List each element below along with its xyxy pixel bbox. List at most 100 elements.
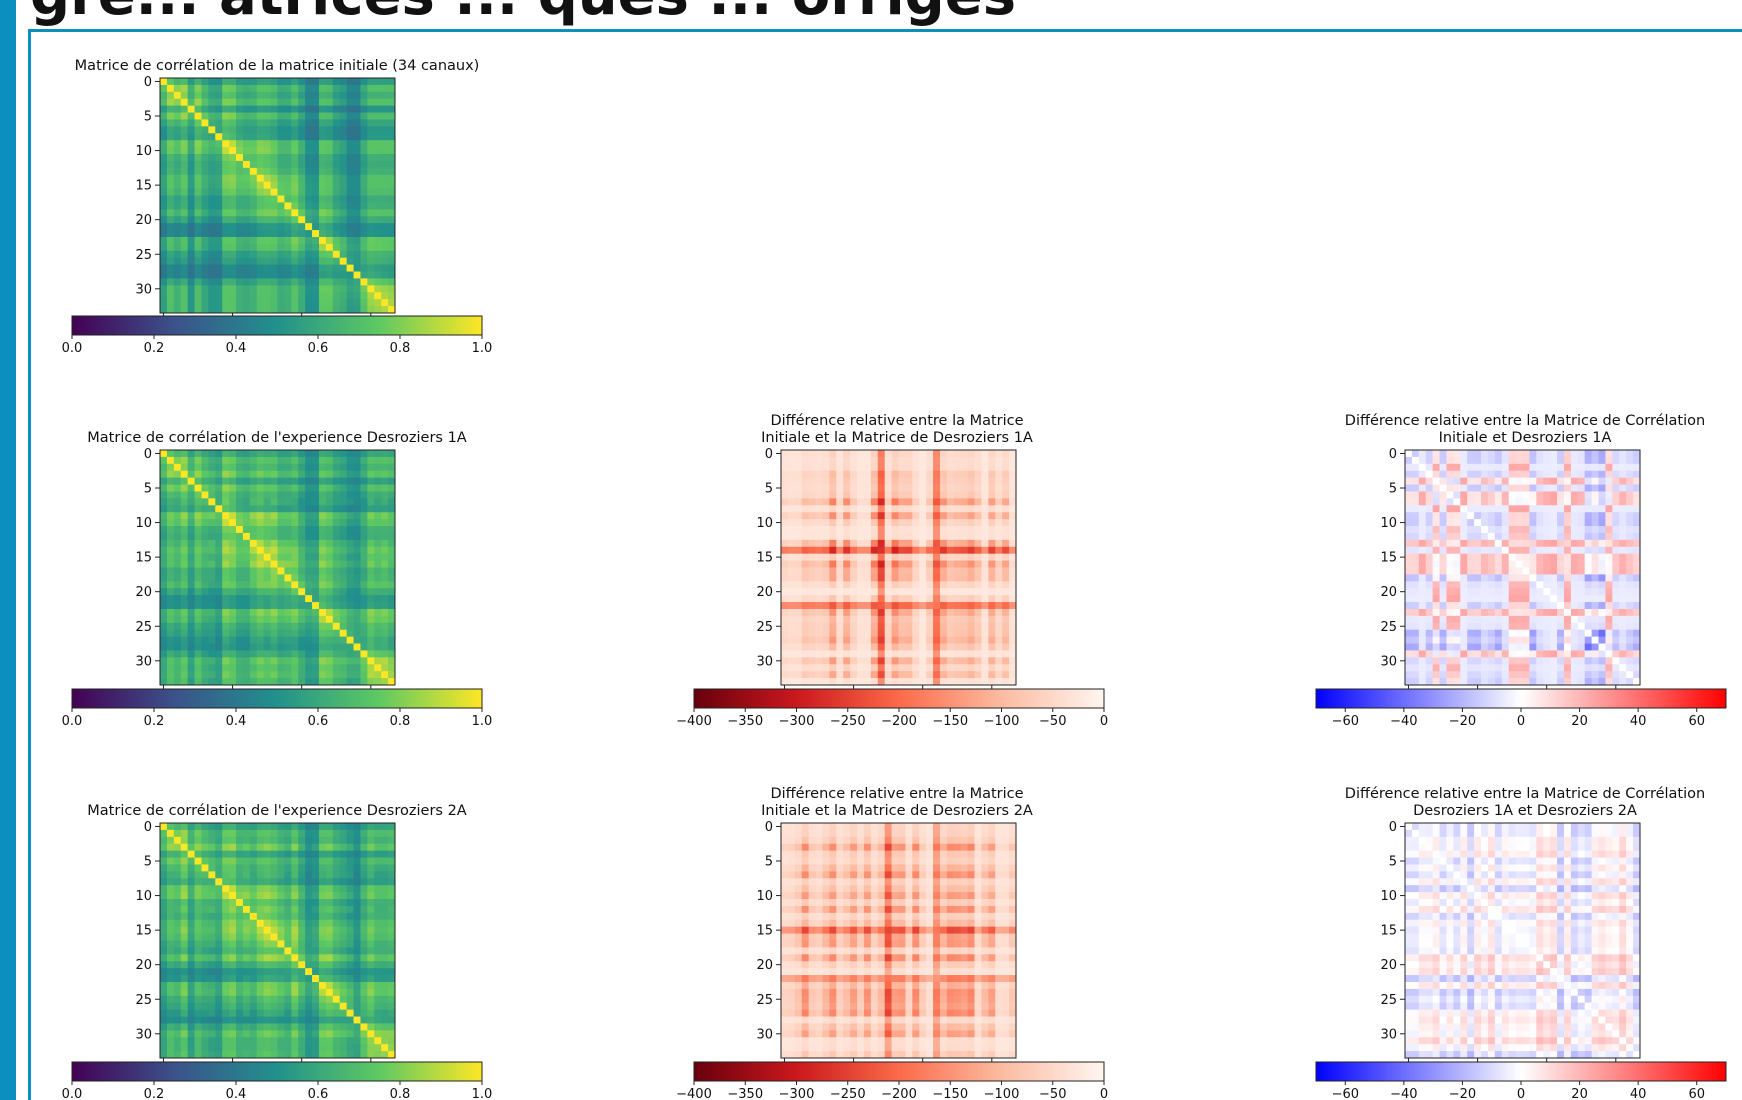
heatmap-cell <box>1557 491 1565 499</box>
heatmap-cell <box>1487 553 1496 561</box>
heatmap-cell <box>298 491 306 499</box>
heatmap-cell <box>222 498 230 506</box>
heatmap-cell <box>381 98 389 107</box>
heatmap-cell <box>173 188 182 196</box>
heatmap-cell <box>160 519 168 527</box>
heatmap-cell <box>981 526 989 534</box>
heatmap-cell <box>201 105 209 113</box>
heatmap-cell <box>270 463 278 472</box>
heatmap-cell <box>933 629 941 638</box>
heatmap-cell <box>1460 505 1468 513</box>
heatmap-cell <box>374 450 382 458</box>
heatmap-cell <box>256 671 265 679</box>
heatmap-cell <box>1487 491 1496 499</box>
heatmap-cell <box>222 608 230 617</box>
heatmap-cell <box>270 484 278 492</box>
heatmap-cell <box>953 546 962 555</box>
heatmap-cell <box>1009 477 1017 485</box>
heatmap-cell <box>933 567 941 575</box>
heatmap-cell <box>298 456 306 465</box>
heatmap-cell <box>995 622 1003 631</box>
heatmap-cell <box>1467 519 1475 527</box>
heatmap-cell <box>1557 629 1565 638</box>
heatmap-cell <box>974 526 982 534</box>
heatmap-cell <box>374 292 382 300</box>
heatmap-cell <box>794 519 803 527</box>
heatmap-cell <box>360 126 368 134</box>
heatmap-cell <box>1487 608 1496 617</box>
heatmap-cell <box>1467 470 1475 479</box>
heatmap-cell <box>1425 456 1434 465</box>
heatmap-cell <box>298 250 306 259</box>
heatmap-cell <box>160 843 168 852</box>
heatmap-cell <box>850 664 858 672</box>
heatmap-cell <box>381 306 389 314</box>
heatmap-cell <box>1563 650 1572 658</box>
heatmap-cell <box>166 560 175 568</box>
heatmap-cell <box>1598 456 1606 465</box>
heatmap-cell <box>208 636 216 644</box>
heatmap-cell <box>381 250 389 259</box>
heatmap-cell <box>277 167 285 176</box>
heatmap-cell <box>1425 539 1434 548</box>
heatmap-cell <box>1522 484 1530 492</box>
heatmap-cell <box>229 223 237 231</box>
heatmap-cell <box>194 602 202 610</box>
heatmap-cell <box>1591 657 1599 665</box>
heatmap-cell <box>1570 546 1579 555</box>
heatmap-cell <box>829 567 837 575</box>
heatmap-cell <box>291 450 299 458</box>
heatmap-cell <box>1009 456 1017 465</box>
heatmap-cell <box>194 285 202 293</box>
heatmap-cell <box>215 560 223 568</box>
heatmap-cell <box>229 84 237 93</box>
heatmap-cell <box>815 608 823 617</box>
heatmap-cell <box>891 532 899 541</box>
heatmap-cell <box>1411 595 1420 603</box>
heatmap-cell <box>822 657 830 665</box>
heatmap-cell <box>1494 581 1503 589</box>
heatmap-cell <box>1577 498 1586 506</box>
heatmap-cell <box>794 450 803 458</box>
heatmap-cell <box>1584 567 1593 575</box>
heatmap-cell <box>1460 512 1468 520</box>
heatmap-cell <box>249 505 258 513</box>
heatmap-cell <box>325 643 334 651</box>
heatmap-cell <box>305 622 313 631</box>
heatmap-cell <box>229 539 237 548</box>
heatmap-cell <box>291 574 299 582</box>
heatmap-cell <box>1439 539 1447 548</box>
heatmap-cell <box>312 560 320 568</box>
heatmap-cell <box>1522 678 1530 686</box>
heatmap-cell <box>291 292 299 300</box>
heatmap-cell <box>381 91 389 100</box>
heatmap-cell <box>277 126 285 134</box>
heatmap-cell <box>1501 526 1510 534</box>
heatmap-cell <box>166 223 175 231</box>
heatmap-title: Différence relative entre la Matrice de … <box>1345 413 1705 429</box>
heatmap-cell <box>291 622 299 631</box>
heatmap-cell <box>215 278 223 286</box>
heatmap-cell <box>173 574 182 582</box>
heatmap-cell <box>836 664 844 672</box>
heatmap-cell <box>222 91 230 100</box>
heatmap-cell <box>187 657 195 665</box>
heatmap-cell <box>822 615 830 624</box>
heatmap-cell <box>884 470 892 479</box>
heatmap-cell <box>1584 519 1593 527</box>
heatmap-cell <box>256 581 265 589</box>
heatmap-cell <box>981 629 989 638</box>
heatmap-cell <box>229 532 237 541</box>
heatmap-cell <box>388 512 396 520</box>
heatmap-cell <box>229 133 237 141</box>
heatmap-cell <box>388 636 396 644</box>
heatmap-cell <box>1501 532 1510 541</box>
heatmap-cell <box>1563 498 1572 506</box>
heatmap-cell <box>1460 595 1468 603</box>
heatmap-cell <box>1619 553 1627 561</box>
heatmap-cell <box>277 285 285 293</box>
heatmap-cell <box>305 84 313 93</box>
heatmap-cell <box>1536 463 1544 472</box>
heatmap-cell <box>270 657 278 665</box>
heatmap-cell <box>1577 671 1586 679</box>
